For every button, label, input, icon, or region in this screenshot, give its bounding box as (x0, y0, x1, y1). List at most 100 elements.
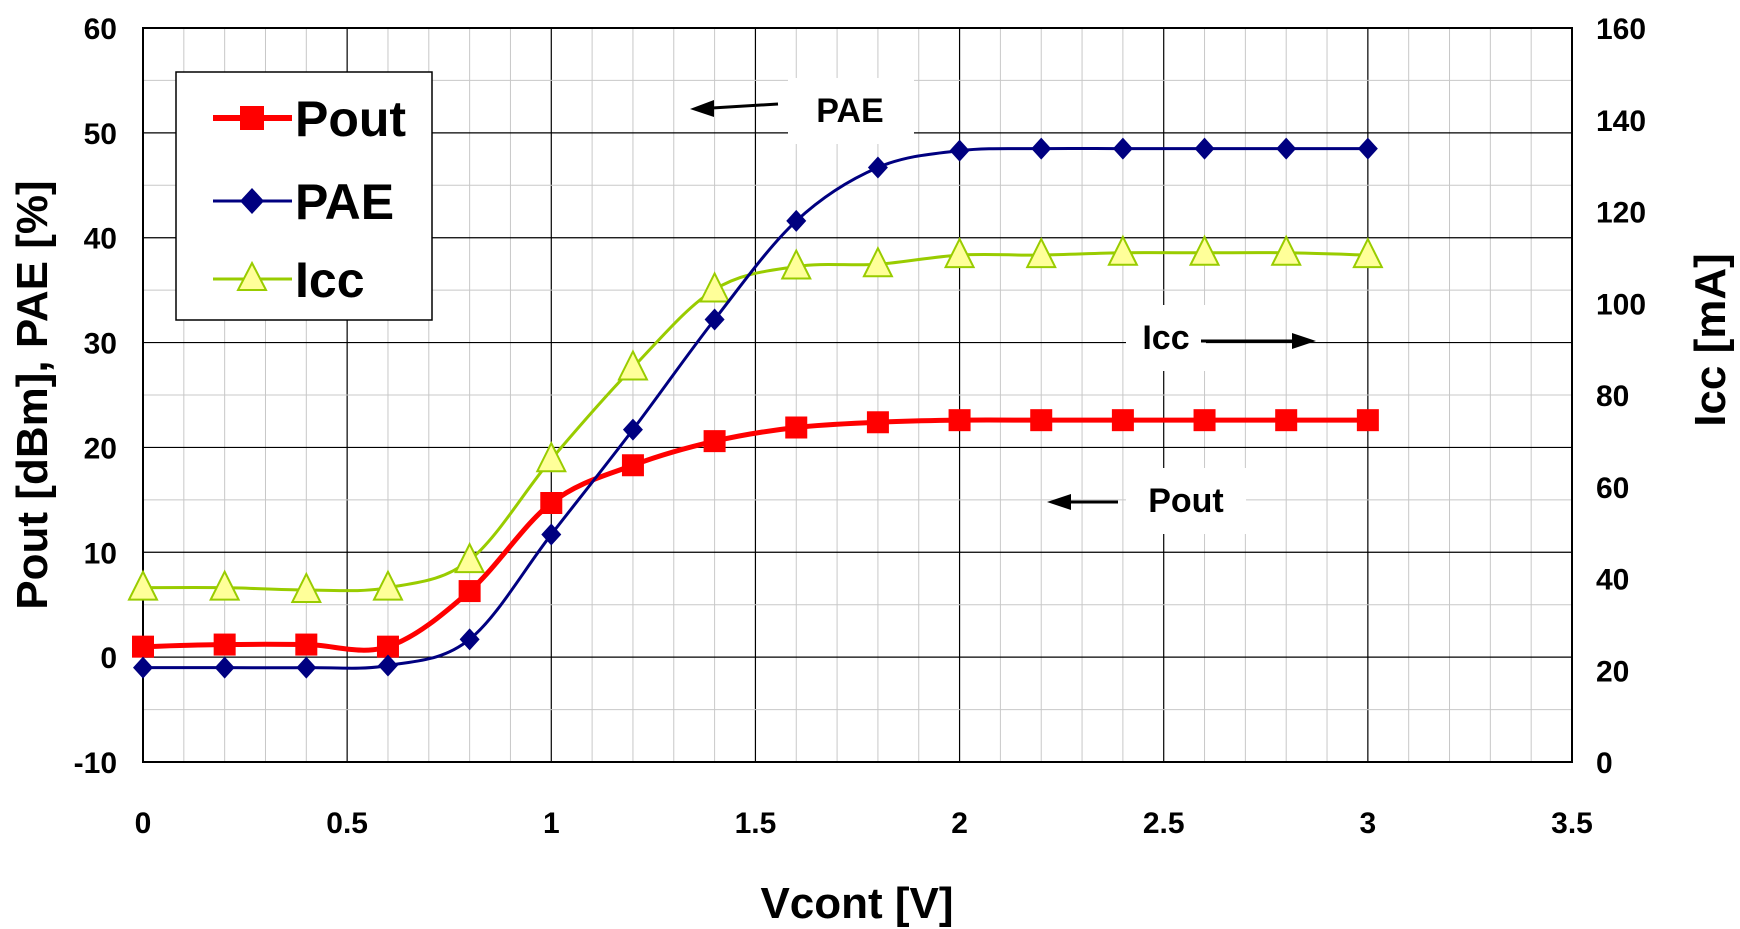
data-point-icc (780, 248, 812, 280)
y2-axis-title: Icc [mA] (1686, 253, 1735, 427)
data-point-pae (704, 308, 725, 331)
data-point-icc (127, 569, 159, 601)
data-point-pae (1031, 137, 1052, 160)
legend-marker-diamond (240, 188, 264, 214)
data-point-pout (948, 409, 971, 432)
x-axis-title: Vcont [V] (760, 879, 953, 928)
legend-item-pout: Pout (213, 91, 406, 147)
legend-label-pae: PAE (295, 174, 394, 230)
data-point-pout (703, 430, 726, 453)
y-tick-label: -10 (74, 747, 117, 780)
data-point-icc (1107, 234, 1139, 266)
data-point-icc (1188, 234, 1221, 266)
annotation-pae-arrow (711, 102, 779, 110)
data-point-pout (621, 454, 644, 477)
data-point-pae (459, 628, 480, 651)
data-point-icc (290, 571, 322, 603)
legend-item-icc: Icc (213, 252, 365, 308)
data-point-icc (209, 569, 241, 601)
data-point-icc (372, 569, 404, 601)
annotation-icc-label: Icc (1142, 319, 1189, 357)
series-pae (133, 137, 1378, 679)
data-point-pae (949, 139, 970, 162)
y2-tick-label: 140 (1596, 105, 1646, 138)
x-tick-label: 2 (951, 807, 968, 840)
series-line-pout (142, 417, 1368, 653)
x-tick-label: 1.5 (735, 807, 777, 840)
y-tick-label: 0 (100, 642, 117, 675)
legend-item-pae: PAE (213, 174, 394, 230)
data-point-pae (622, 418, 643, 441)
y2-tick-label: 80 (1596, 380, 1629, 413)
x-tick-label: 0 (135, 807, 152, 840)
data-point-icc (698, 271, 731, 303)
annotation-pae-label: PAE (816, 92, 883, 130)
data-point-pae (786, 209, 807, 232)
legend-marker-triangle (236, 260, 268, 291)
data-point-icc (1025, 236, 1057, 269)
y2-tick-label: 0 (1596, 747, 1613, 780)
annotation-pout: Pout (1047, 468, 1246, 534)
y-axis-title: Pout [dBm], PAE [%] (8, 180, 57, 609)
annotation-icc: Icc (1126, 305, 1316, 371)
y-tick-label: 50 (84, 118, 117, 151)
data-point-pout (540, 492, 563, 515)
data-point-icc (1352, 236, 1384, 269)
y-tick-label: 20 (84, 432, 117, 465)
x-tick-label: 3.5 (1551, 807, 1593, 840)
plot-frame (142, 27, 1573, 763)
legend-label-pout: Pout (295, 91, 406, 147)
data-point-pout (295, 633, 318, 656)
y-tick-label: 30 (84, 328, 117, 361)
x-tick-label: 2.5 (1143, 807, 1185, 840)
data-point-pae (214, 656, 235, 679)
y2-tick-label: 40 (1596, 564, 1629, 597)
annotation-pae-arrowhead (690, 100, 714, 117)
data-point-icc (535, 440, 567, 473)
series-line-icc (142, 251, 1368, 593)
y2-tick-label: 120 (1596, 197, 1646, 230)
series-layer (127, 137, 1384, 679)
data-point-pae (1112, 137, 1133, 160)
data-point-pout (1193, 409, 1216, 432)
series-line-pae (142, 146, 1368, 670)
y-tick-label: 10 (84, 537, 117, 570)
data-point-pout (1030, 409, 1053, 432)
annotation-icc-arrowhead (1292, 333, 1316, 349)
data-point-pout (785, 416, 808, 439)
data-point-icc (943, 236, 976, 269)
data-point-pout (376, 635, 399, 658)
data-point-pae (1357, 137, 1378, 160)
data-point-pae (541, 523, 562, 546)
data-point-pout (1356, 409, 1379, 432)
data-point-pout (458, 580, 481, 603)
data-point-pae (1276, 137, 1297, 160)
data-point-pae (1194, 137, 1215, 160)
y-tick-label: 40 (84, 223, 117, 256)
x-tick-label: 1 (543, 807, 560, 840)
annotation-pout-label: Pout (1148, 482, 1224, 520)
annotation-pae: PAE (690, 78, 914, 144)
legend-marker-square (240, 106, 264, 130)
y-axis-ticks: -10 0 10 20 30 40 50 60 (74, 13, 117, 780)
y2-tick-label: 160 (1596, 13, 1646, 46)
annotation-pout-arrowhead (1047, 494, 1071, 510)
data-point-pout (132, 635, 154, 658)
data-point-icc (454, 541, 486, 574)
data-point-pout (1111, 409, 1134, 432)
data-point-pout (213, 633, 236, 656)
data-point-pae (867, 156, 888, 179)
data-point-icc (1270, 234, 1302, 266)
data-point-pae (133, 656, 153, 679)
legend: Pout PAE Icc (175, 71, 433, 321)
x-tick-label: 0.5 (326, 807, 368, 840)
x-axis-ticks: 0 0.5 1 1.5 2 2.5 3 3.5 (135, 807, 1593, 840)
data-point-pout (866, 411, 889, 434)
series-icc (127, 234, 1384, 603)
data-point-icc (617, 349, 649, 381)
y2-axis-ticks: 0 20 40 60 80 100 120 140 160 (1596, 13, 1646, 780)
y2-tick-label: 60 (1596, 472, 1629, 505)
y2-tick-label: 20 (1596, 655, 1629, 688)
